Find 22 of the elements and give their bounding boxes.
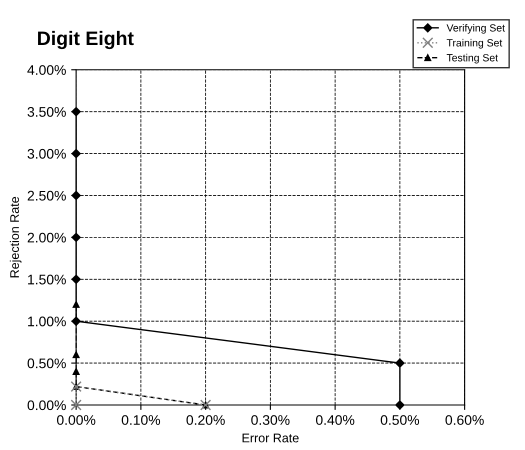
y-tick-label: 4.00% (27, 65, 66, 75)
x-tick-label: 0.20% (186, 415, 225, 425)
y-tick-label: 1.50% (28, 274, 66, 284)
y-tick-label: 3.00% (28, 148, 66, 159)
chart-title: Digit Eight (38, 30, 134, 50)
legend-label: Training Set (446, 38, 502, 49)
y-tick-label: 2.00% (28, 232, 66, 243)
legend-label: Testing Set (446, 54, 498, 64)
x-axis-title: Error Rate (242, 434, 299, 442)
y-tick-label: 2.50% (28, 190, 66, 201)
y-axis-title: Rejection Rate (10, 196, 22, 278)
x-tick-label: 0.10% (122, 415, 160, 425)
y-tick-label: 1.00% (28, 316, 66, 326)
y-tick-label: 0.50% (28, 358, 66, 368)
y-tick-label: 3.50% (28, 106, 66, 117)
x-tick-label: 0.60% (445, 415, 484, 425)
x-tick-label: 0.30% (251, 415, 290, 425)
x-tick-label: 0.50% (380, 415, 420, 425)
legend-label: Verifying Set (446, 24, 505, 34)
y-tick-label: 0.00% (28, 400, 66, 410)
x-tick-label: 0.00% (56, 415, 96, 425)
x-tick-label: 0.40% (316, 415, 354, 425)
